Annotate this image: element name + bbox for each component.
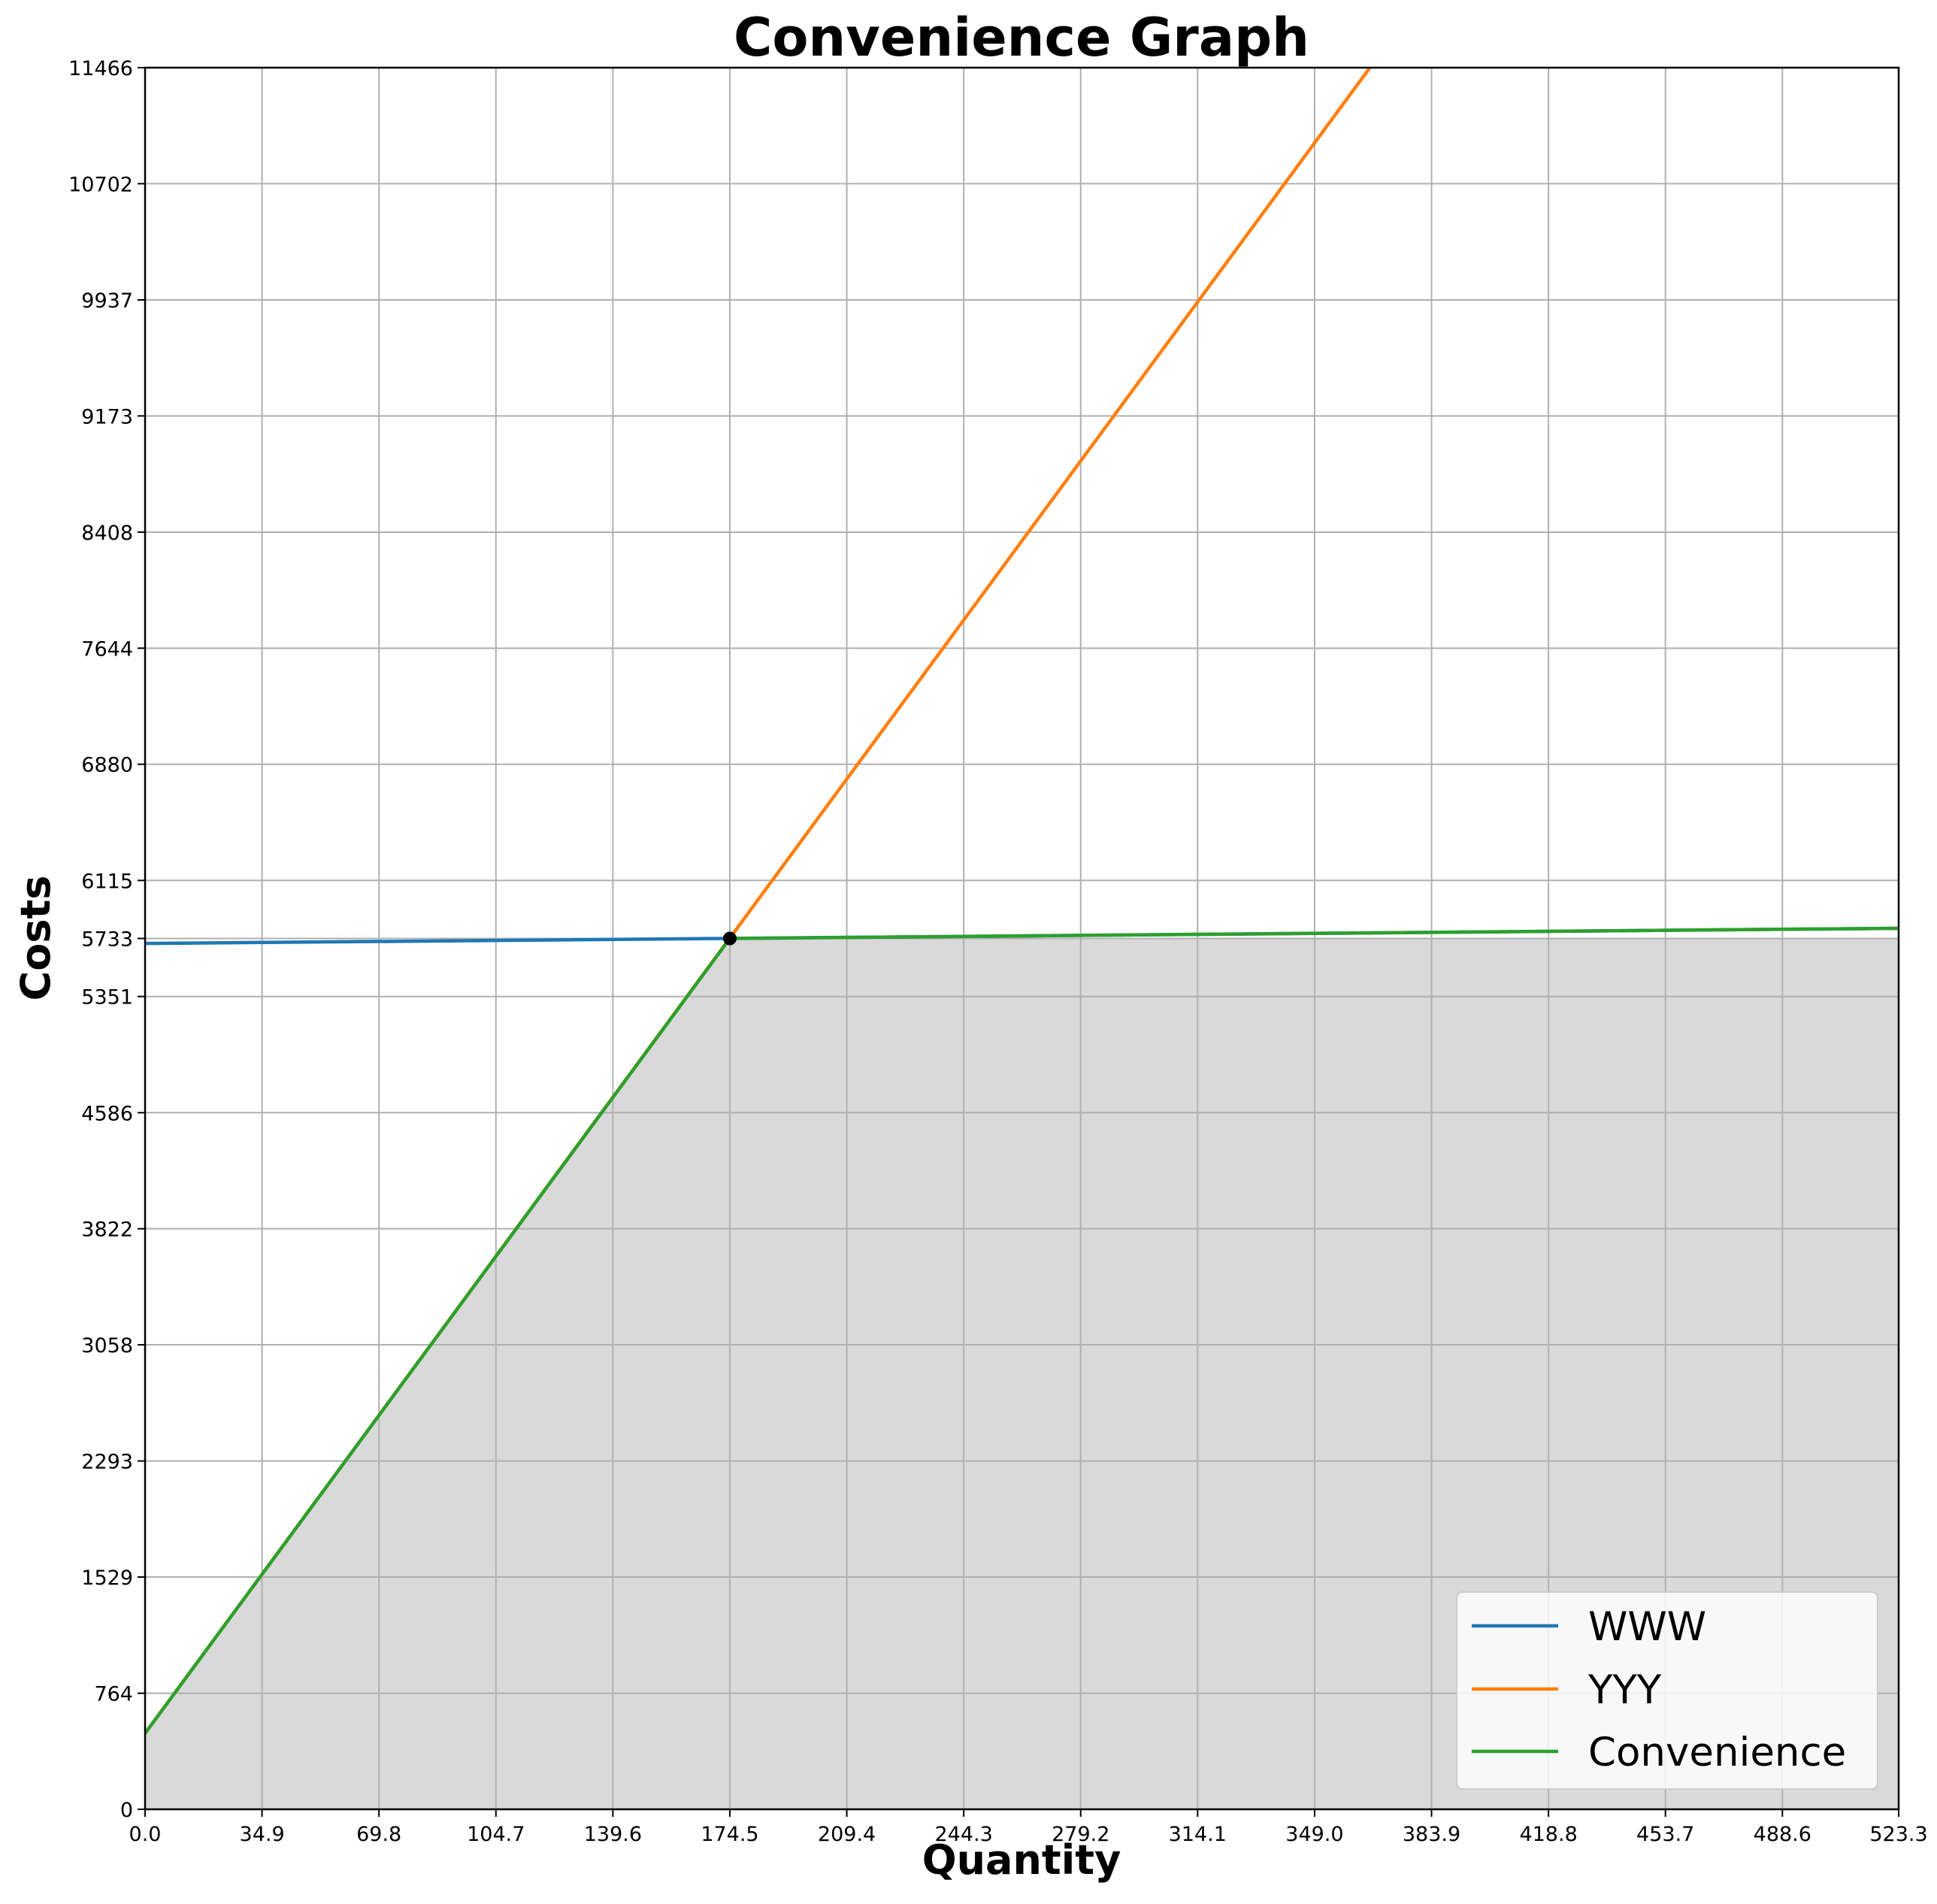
legend-label-www: WWW [1588, 1604, 1706, 1650]
x-tick-label: 488.6 [1754, 1823, 1811, 1846]
x-tick-label: 209.4 [818, 1823, 876, 1846]
chart-title: Convenience Graph [734, 7, 1309, 68]
x-tick-label: 383.9 [1403, 1823, 1460, 1846]
y-tick-label: 5351 [81, 986, 133, 1010]
x-tick-label: 69.8 [356, 1823, 401, 1846]
y-tick-label: 3822 [81, 1218, 133, 1242]
y-tick-label: 6880 [81, 754, 133, 777]
y-tick-label: 4586 [81, 1102, 133, 1125]
y-tick-label: 3058 [81, 1334, 133, 1358]
x-tick-label: 314.1 [1169, 1823, 1227, 1846]
y-tick-label: 9173 [81, 405, 133, 428]
x-tick-label: 418.8 [1519, 1823, 1577, 1846]
y-tick-label: 8408 [81, 522, 133, 545]
legend-box [1456, 1591, 1878, 1790]
x-tick-label: 453.7 [1636, 1823, 1694, 1846]
x-tick-label: 104.7 [467, 1823, 525, 1846]
x-tick-label: 279.2 [1052, 1823, 1109, 1846]
legend-label-convenience: Convenience [1588, 1730, 1846, 1775]
intersection-point [722, 931, 737, 946]
shaded-area [145, 938, 1899, 1809]
x-tick-label: 139.6 [584, 1823, 642, 1846]
y-tick-label: 7644 [81, 637, 133, 661]
x-tick-label: 349.0 [1285, 1823, 1343, 1846]
y-tick-label: 9937 [81, 289, 133, 313]
x-tick-label: 523.3 [1869, 1823, 1927, 1846]
x-tick-label: 244.3 [935, 1823, 993, 1846]
legend: WWW YYY Convenience [1456, 1591, 1878, 1790]
y-tick-label: 5733 [81, 928, 133, 952]
x-axis-title: Quantity [922, 1836, 1121, 1884]
x-tick-label: 0.0 [129, 1823, 162, 1846]
y-tick-label: 764 [94, 1683, 133, 1706]
y-tick-label: 11466 [68, 57, 133, 80]
y-tick-label: 10702 [68, 173, 133, 196]
y-tick-label: 1529 [81, 1566, 133, 1590]
y-tick-label: 2293 [81, 1451, 133, 1474]
x-tick-label: 174.5 [701, 1823, 758, 1846]
y-axis-title: Costs [12, 876, 59, 1001]
y-tick-label: 0 [120, 1799, 133, 1822]
y-tick-label: 6115 [81, 870, 133, 893]
x-tick-label: 34.9 [240, 1823, 285, 1846]
legend-label-yyy: YYY [1587, 1667, 1662, 1713]
